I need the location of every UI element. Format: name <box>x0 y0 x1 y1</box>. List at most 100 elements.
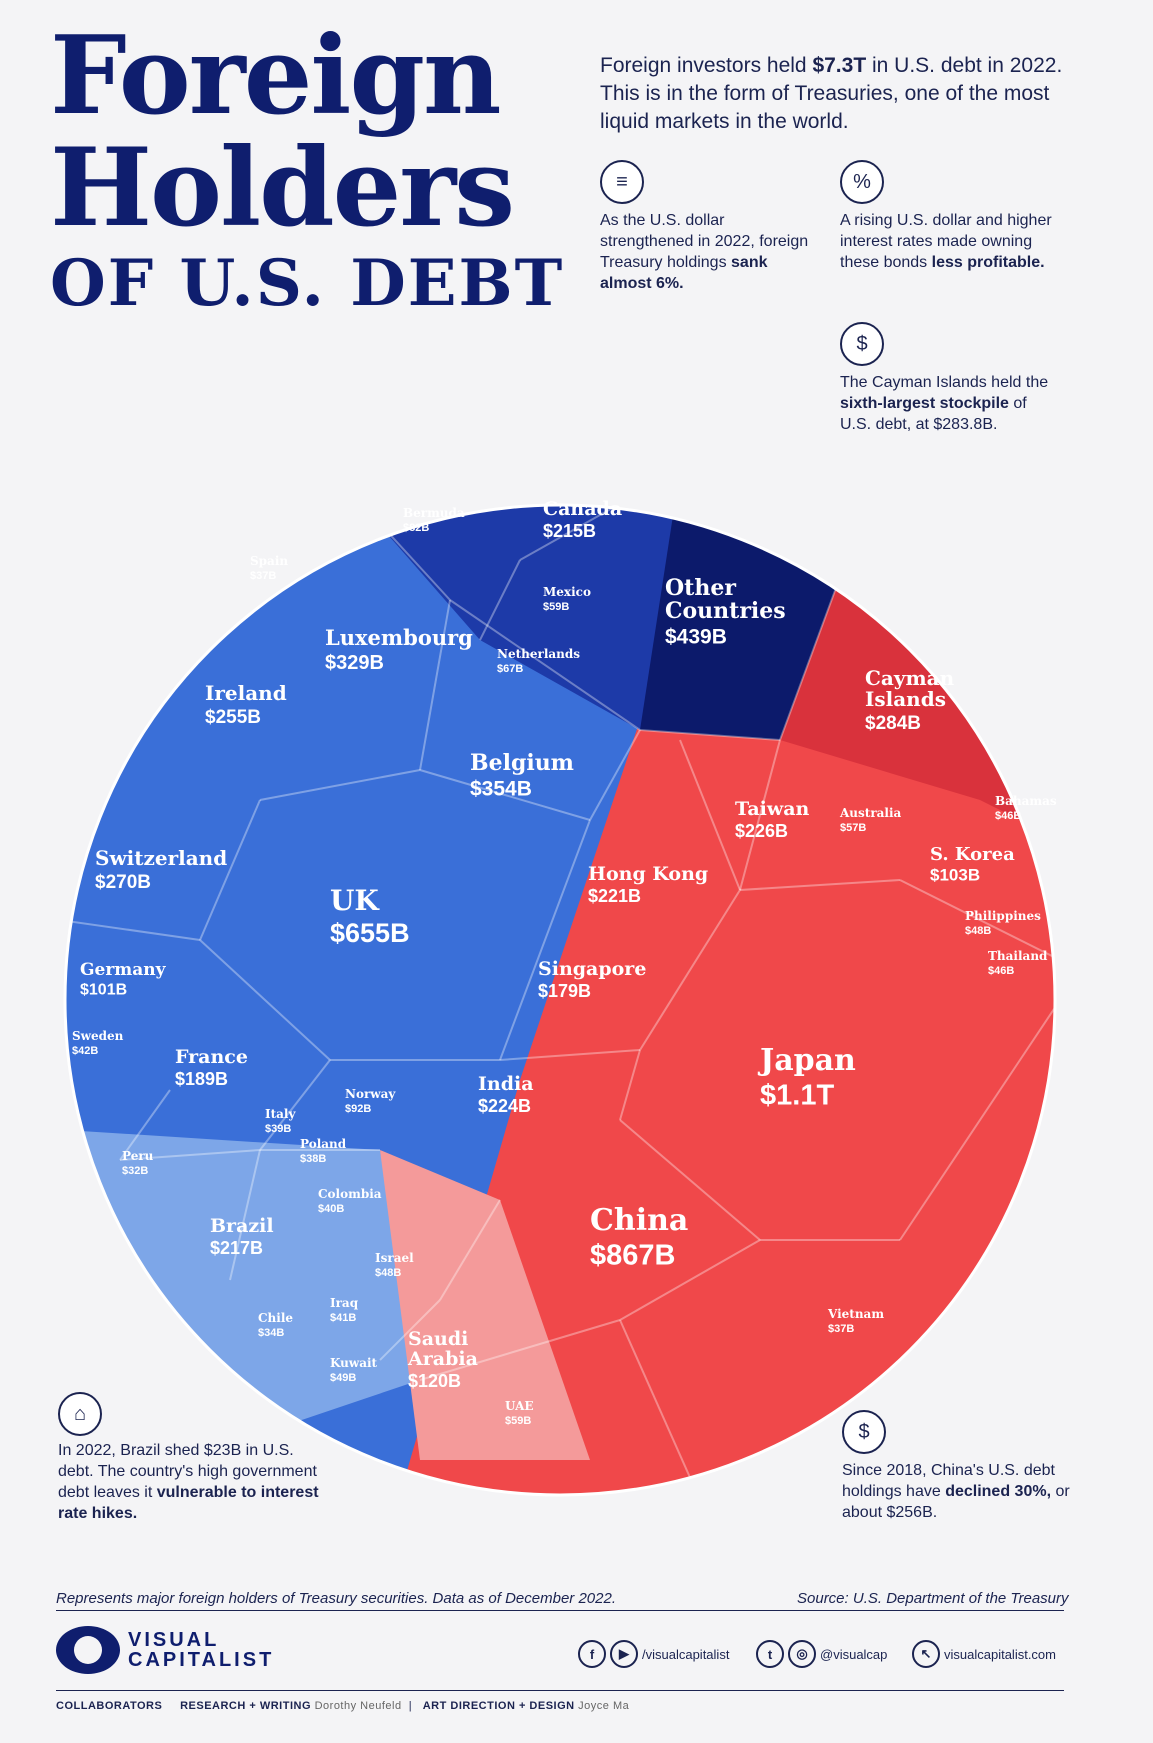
mideast-region <box>380 1150 590 1460</box>
country-value: $217B <box>210 1238 263 1258</box>
cell-philippines: Philippines $48B <box>965 909 1041 937</box>
country-value: $46B <box>988 965 1014 977</box>
social-twitter-instagram[interactable]: t ◎ @visualcap <box>756 1640 887 1668</box>
country-value: $49B <box>330 1372 356 1384</box>
cell-iraq: Iraq $41B <box>330 1296 359 1324</box>
country-value: $40B <box>318 1203 344 1215</box>
cell-norway: Norway $92B <box>345 1087 396 1115</box>
twitter-icon[interactable]: t <box>756 1640 784 1668</box>
country-name: Iraq <box>330 1296 359 1310</box>
country-value: $255B <box>205 707 261 728</box>
country-name: Hong Kong <box>588 863 708 885</box>
country-value: $120B <box>408 1371 461 1391</box>
country-value: $37B <box>828 1323 854 1335</box>
cell-border <box>619 1239 761 1321</box>
country-name: Arabia <box>407 1348 478 1370</box>
logo-line-2: CAPITALIST <box>128 1649 275 1671</box>
cell-taiwan: Taiwan$226B <box>735 798 810 841</box>
website-link[interactable]: visualcapitalist.com <box>944 1646 1056 1662</box>
cell-border <box>439 1199 501 1301</box>
cell-belgium: Belgium$354B <box>470 750 574 800</box>
cell-border <box>899 879 1055 961</box>
cursor-icon[interactable]: ↖ <box>912 1640 940 1668</box>
youtube-icon[interactable]: ▶ <box>610 1640 638 1668</box>
country-value: $655B <box>330 918 410 948</box>
title-line-3: OF U.S. DEBT <box>50 246 565 321</box>
country-name: Spain <box>250 554 288 568</box>
facebook-icon[interactable]: f <box>578 1640 606 1668</box>
cell-france: France$189B <box>175 1046 248 1089</box>
visual-capitalist-logo: VISUAL CAPITALIST <box>56 1626 274 1674</box>
country-value: $41B <box>330 1312 356 1324</box>
title-line-2: Holders <box>50 125 515 251</box>
intro-pre: Foreign investors held <box>600 54 813 77</box>
cell-border <box>739 879 901 891</box>
cell-bermuda: Bermuda $82B <box>403 506 465 534</box>
cell-border <box>479 559 521 641</box>
country-name: Colombia <box>318 1187 382 1201</box>
cell-vietnam: Vietnam $37B <box>827 1307 884 1335</box>
cell-japan: Japan$1.1T <box>757 1043 856 1112</box>
cell-border <box>199 799 261 941</box>
cell-border <box>199 939 331 1061</box>
country-name: Netherlands <box>497 647 580 661</box>
cell-luxembourg: Luxembourg$329B <box>325 625 473 674</box>
country-value: $48B <box>375 1267 401 1279</box>
country-value: $67B <box>497 663 523 675</box>
country-name: Countries <box>665 598 786 624</box>
country-name: Poland <box>300 1137 347 1151</box>
country-name: Kuwait <box>330 1356 378 1370</box>
country-name: Bermuda <box>403 506 465 520</box>
page-title: Foreign Holders OF U.S. DEBT <box>50 20 564 324</box>
money-stack-icon: ≡ <box>600 160 644 204</box>
cell-border <box>619 1319 701 1495</box>
cell-israel: Israel $48B <box>375 1251 414 1279</box>
cell-border <box>519 505 681 561</box>
cell-germany: Germany $101B <box>80 960 167 999</box>
cash-icon: $ <box>842 1410 886 1454</box>
cell-chile: Chile $34B <box>258 1311 293 1339</box>
country-value: $179B <box>538 981 591 1001</box>
cell-border <box>899 999 1055 1241</box>
cell-spain: Spain $37B <box>250 554 288 582</box>
footer-divider-2 <box>56 1690 1064 1691</box>
note-china: Since 2018, China's U.S. debt holdings h… <box>842 1462 1070 1521</box>
country-value: $226B <box>735 821 788 841</box>
country-value: $270B <box>95 872 151 893</box>
social-handle-1[interactable]: /visualcapitalist <box>642 1646 730 1662</box>
title-line-1: Foreign <box>50 13 501 139</box>
country-value: $46B <box>995 810 1021 822</box>
cell-border <box>639 729 781 741</box>
cell-canada: Canada$215B <box>543 498 622 541</box>
rising-rate-icon: % <box>840 160 884 204</box>
country-name: S. Korea <box>930 844 1015 865</box>
chart-outline <box>63 503 1057 1497</box>
social-handle-2[interactable]: @visualcap <box>820 1646 888 1662</box>
country-name: Brazil <box>210 1215 274 1237</box>
country-name: Switzerland <box>95 846 227 870</box>
instagram-icon[interactable]: ◎ <box>788 1640 816 1668</box>
cell-mexico: Mexico $59B <box>543 585 591 613</box>
country-name: Singapore <box>538 958 646 980</box>
cell-border <box>639 889 741 1051</box>
social-facebook-youtube[interactable]: f ▶ /visualcapitalist <box>578 1640 729 1668</box>
cell-brazil: Brazil$217B <box>210 1215 274 1258</box>
cell-poland: Poland $38B <box>300 1137 347 1165</box>
cell-china: China$867B <box>590 1203 688 1272</box>
social-website[interactable]: ↖ visualcapitalist.com <box>912 1640 1056 1668</box>
country-value: $1.1T <box>760 1080 834 1112</box>
cell-switzerland: Switzerland$270B <box>95 846 227 893</box>
cell-hong-kong: Hong Kong$221B <box>588 863 708 906</box>
cell-italy: Italy $39B <box>265 1107 296 1135</box>
country-name: Mexico <box>543 585 591 599</box>
cell-border <box>679 739 741 891</box>
cell-bahamas: Bahamas $46B <box>995 794 1057 822</box>
logo-icon <box>56 1626 120 1674</box>
country-value: $48B <box>965 925 991 937</box>
footer-source: Source: U.S. Department of the Treasury <box>797 1590 1069 1607</box>
cell-colombia: Colombia $40B <box>318 1187 382 1215</box>
cell-peru: Peru $32B <box>122 1149 154 1177</box>
cell-border <box>589 729 641 821</box>
